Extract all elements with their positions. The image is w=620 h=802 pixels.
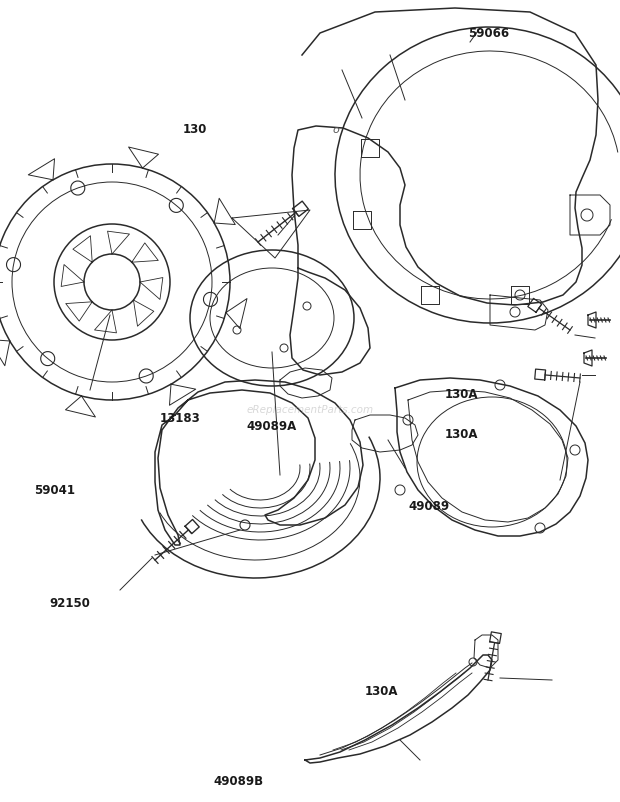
Text: 49089B: 49089B bbox=[214, 776, 264, 788]
Text: 92150: 92150 bbox=[50, 597, 91, 610]
Text: 59041: 59041 bbox=[34, 484, 75, 497]
Text: 130A: 130A bbox=[445, 428, 479, 441]
Text: 130A: 130A bbox=[365, 685, 398, 698]
Text: 59066: 59066 bbox=[468, 27, 509, 40]
Text: o: o bbox=[332, 125, 339, 135]
Text: 130A: 130A bbox=[445, 388, 479, 401]
Text: 130: 130 bbox=[183, 124, 207, 136]
Text: 49089: 49089 bbox=[408, 500, 449, 513]
Text: eReplacementParts.com: eReplacementParts.com bbox=[246, 405, 374, 415]
Text: 49089A: 49089A bbox=[247, 420, 297, 433]
Text: 13183: 13183 bbox=[160, 412, 201, 425]
